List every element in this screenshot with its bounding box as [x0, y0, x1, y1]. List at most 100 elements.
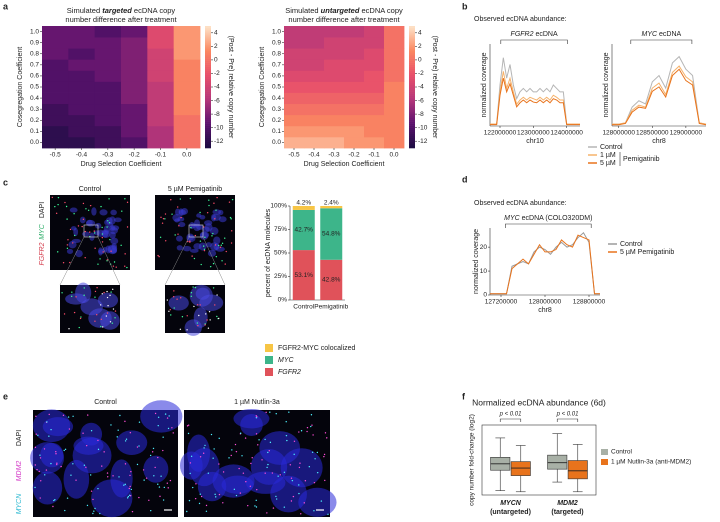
signal-dot: [199, 493, 201, 495]
colorbar-label: (Post - Pre) relative copy number: [227, 36, 234, 139]
colorbar-step: [409, 103, 415, 106]
signal-dot: [36, 468, 38, 471]
colorbar-step: [205, 113, 211, 116]
signal-dot: [73, 311, 76, 314]
legend-label: MYC: [278, 357, 295, 364]
signal-dot: [230, 218, 232, 220]
signal-dot: [83, 294, 85, 296]
signal-dot: [158, 255, 160, 258]
heatmap-cell: [94, 26, 122, 38]
signal-dot: [239, 432, 242, 434]
colorbar-step: [205, 115, 211, 118]
colorbar-step: [409, 72, 415, 76]
colorbar-step: [409, 131, 415, 135]
colorbar-step: [205, 125, 211, 128]
signal-dot: [63, 449, 65, 452]
bar-segment: [320, 206, 343, 209]
heatmap-cell: [324, 59, 345, 71]
signal-dot: [38, 470, 40, 473]
colorbar-step: [409, 139, 415, 143]
heatmap-cell: [147, 37, 175, 49]
heatmap-cell: [364, 26, 385, 38]
heatmap-cell: [42, 125, 69, 138]
signal-dot: [94, 320, 96, 322]
nucleus: [280, 448, 323, 488]
signal-dot: [119, 414, 121, 417]
colorbar-step: [409, 44, 415, 47]
signal-dot: [215, 496, 217, 498]
heatmap-cell: [147, 136, 175, 149]
microscopy-content: [30, 400, 183, 518]
image-column-label: Control: [79, 186, 102, 193]
y-tick-label: 0.8: [272, 50, 281, 57]
signal-dot: [300, 430, 303, 432]
nucleus: [197, 471, 227, 502]
series-line: [490, 57, 580, 125]
signal-dot: [186, 329, 188, 331]
nucleus: [63, 459, 90, 499]
signal-dot: [121, 210, 123, 212]
colorbar-step: [409, 76, 415, 80]
heatmap-cell: [304, 136, 325, 149]
nucleus: [97, 292, 119, 308]
bar-segment: [292, 250, 315, 300]
nucleus: [116, 430, 148, 455]
heatmap-cell: [121, 125, 148, 138]
heatmap-cell: [121, 26, 148, 38]
nucleus: [143, 455, 169, 483]
colorbar-step: [409, 56, 415, 59]
signal-dot: [187, 240, 189, 243]
heatmap-cell: [364, 70, 385, 82]
heatmap-cell: [68, 70, 96, 82]
signal-dot: [265, 411, 267, 414]
signal-dot: [107, 304, 109, 307]
signal-dot: [288, 411, 290, 413]
heatmap-cell: [344, 26, 365, 38]
colorbar-step: [205, 145, 211, 149]
signal-dot: [166, 482, 168, 484]
signal-dot: [230, 242, 233, 244]
x-tick-label: Control: [293, 304, 315, 311]
heatmap-cell: [284, 136, 305, 149]
colorbar-step: [205, 139, 211, 143]
image-column-label: 5 µM Pemigatinib: [168, 186, 222, 193]
signal-dot: [310, 425, 312, 428]
x-axis-label: chr10: [526, 138, 544, 145]
microscopy-image: [155, 195, 235, 270]
heatmap-cell: [42, 59, 69, 71]
y-tick-label: 1.0: [30, 28, 39, 35]
signal-dot: [216, 294, 218, 296]
signal-dot: [222, 471, 225, 473]
heatmap-cell: [324, 81, 345, 93]
nucleus: [65, 293, 87, 305]
legend-label: 1 µM Nutlin-3a (anti-MDM2): [611, 459, 691, 466]
heatmap-cell: [284, 70, 305, 82]
signal-dot: [157, 424, 159, 427]
heatmap-cell: [121, 48, 148, 60]
legend-label: FGFR2-MYC colocalized: [278, 345, 356, 352]
signal-dot: [264, 472, 266, 474]
value-label: 42.8%: [322, 277, 341, 284]
y-tick-label: 0.3: [30, 106, 39, 113]
colorbar-step: [205, 109, 211, 112]
significance-bracket: [556, 418, 579, 422]
colorbar-step: [205, 30, 211, 33]
y-axis-label: normalized coverage: [603, 52, 610, 117]
heatmap-cell: [121, 103, 148, 116]
nucleus: [109, 224, 116, 231]
signal-dot: [247, 504, 249, 507]
x-tick-label: -0.5: [288, 152, 300, 159]
annotation-bracket: [500, 39, 568, 44]
signal-dot: [162, 449, 164, 452]
title-part: ecDNA copy: [132, 6, 176, 15]
signal-dot: [230, 454, 232, 457]
signal-dot: [110, 424, 112, 426]
signal-dot: [216, 315, 218, 318]
heatmap-cell: [42, 26, 69, 38]
signal-dot: [286, 439, 288, 442]
colorbar-step: [205, 84, 211, 88]
nucleus: [79, 216, 86, 224]
nucleus: [168, 295, 189, 311]
heatmap-cell: [304, 70, 325, 82]
colorbar-step: [205, 119, 211, 122]
